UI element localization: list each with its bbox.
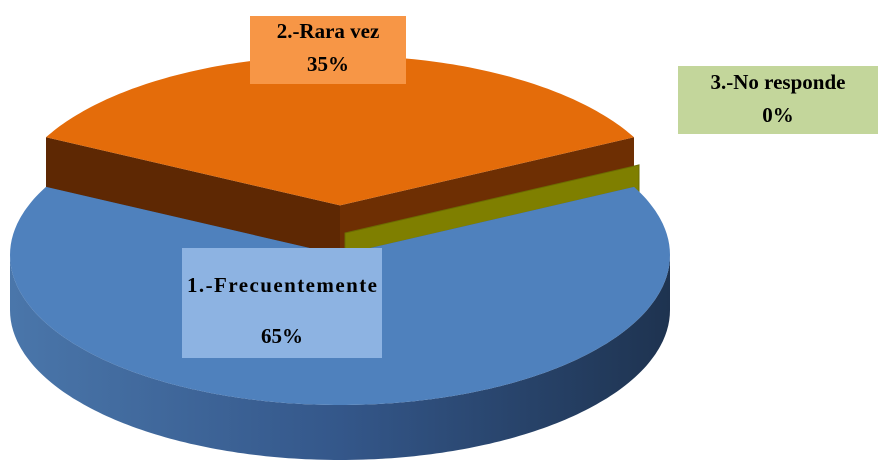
label-box (182, 248, 382, 358)
category-label: 2.-Rara vez (277, 19, 380, 43)
category-label: 1.-Frecuentemente (187, 273, 377, 297)
labels: 1.-Frecuentemente 65% 2.-Rara vez 35% 3.-No … (182, 16, 878, 358)
value-label: 0% (762, 103, 794, 127)
label-box (250, 16, 406, 84)
category-label: 3.-No responde (711, 70, 846, 94)
slice-side (10, 255, 670, 460)
value-label: 35% (307, 52, 349, 76)
slice (46, 55, 634, 206)
label-box (678, 66, 878, 134)
value-label: 65% (261, 324, 303, 348)
slice-wall (46, 137, 340, 261)
